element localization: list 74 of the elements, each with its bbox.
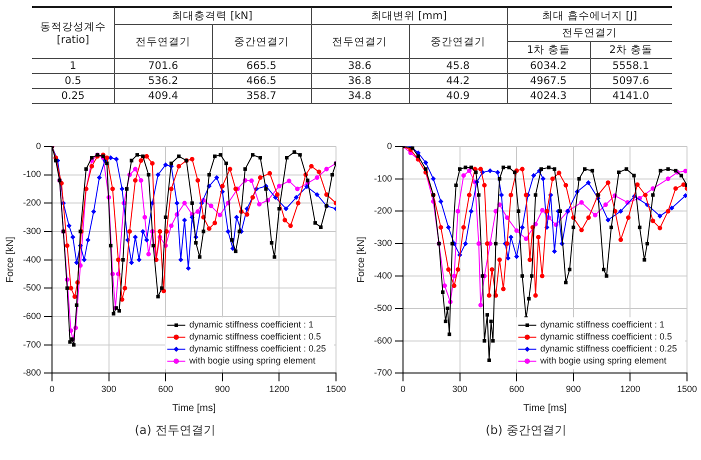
x-tick-label: 600 [158, 384, 174, 394]
x-tick-label: 600 [509, 384, 524, 394]
legend-label: dynamic stiffness coefficient : 0.25 [189, 344, 326, 354]
data-label: 5558.1 [590, 58, 672, 74]
text: (a) 전두연결기 [134, 422, 216, 439]
x-tick-label: 1200 [620, 384, 640, 394]
y-tick-label: -200 [23, 198, 42, 208]
x-tick-label: 900 [566, 384, 581, 394]
data-label: 6034.2 [507, 58, 590, 74]
data-label: 4141.0 [590, 88, 672, 104]
y-axis-title: Force [kN] [4, 236, 16, 283]
data-label: 34.8 [310, 88, 409, 104]
text: (b) 중간연결기 [484, 422, 568, 439]
y-tick-label: -500 [23, 282, 42, 293]
data-label: 5097.6 [590, 74, 672, 88]
y-tick-label: -700 [374, 368, 392, 378]
y-tick-label: -200 [374, 206, 392, 216]
y-tick-label: -700 [23, 339, 42, 350]
x-tick-label: 1차 충돌 [507, 42, 590, 58]
y-axis-title: Force [kN] [356, 236, 367, 283]
y-tick-label: -100 [374, 173, 392, 184]
y-axis-title: 동적강성계수 [ratio] [32, 7, 114, 58]
y-tick-label: -100 [23, 169, 42, 180]
data-label: 701.6 [114, 58, 212, 74]
y-tick-label: 0 [387, 140, 392, 151]
x-tick-label: 1500 [326, 384, 346, 394]
x-tick-label: 900 [214, 384, 230, 394]
data-label: 665.5 [212, 58, 311, 74]
legend-label: with bogie using spring element [539, 356, 667, 366]
y-tick-label: -600 [23, 310, 42, 321]
x-tick-label: 중간연결기 [212, 24, 311, 58]
x-axis-title: Time [ms] [523, 402, 567, 414]
x-tick-label: 1500 [676, 384, 698, 394]
legend-label: dynamic stiffness coefficient : 0.5 [540, 332, 672, 342]
data-label: 4967.5 [507, 74, 590, 88]
data-label: 536.2 [114, 74, 212, 88]
legend-label: dynamic stiffness coefficient : 1 [189, 320, 314, 330]
x-tick-label: 중간연결기 [408, 24, 508, 58]
data-label: 44.2 [408, 74, 508, 88]
y-tick-label: 0 [36, 140, 42, 151]
y-tick-label: -300 [23, 226, 42, 236]
x-tick-label: 0 [50, 384, 55, 394]
legend-label: dynamic stiffness coefficient : 0.5 [189, 332, 322, 342]
data-label: 4024.3 [507, 88, 590, 104]
y-tick-label: -500 [374, 302, 392, 313]
data-label: 45.8 [408, 58, 508, 74]
x-tick-label: 300 [452, 384, 468, 394]
data-label: 409.4 [114, 88, 212, 104]
data-label: 38.6 [310, 58, 409, 74]
x-tick-label: 1200 [269, 384, 290, 394]
text: 최대 흡수에너지 [J] [507, 7, 672, 24]
y-tick-label: 1 [32, 58, 114, 74]
x-tick-label: 전두연결기 [310, 24, 409, 58]
x-tick-label: 전두연결기 [114, 24, 212, 58]
text: 최대충격력 [kN] [114, 7, 311, 24]
x-tick-label: 2차 충돌 [590, 42, 672, 58]
y-tick-label: 0.5 [32, 74, 114, 88]
legend-label: dynamic stiffness coefficient : 1 [540, 320, 664, 330]
text: 최대변위 [mm] [310, 7, 508, 24]
data-label: 40.9 [408, 88, 508, 104]
data-label: 358.7 [212, 88, 311, 104]
data-label: 466.5 [212, 74, 311, 88]
y-tick-label: -600 [374, 335, 392, 346]
legend-label: with bogie using spring element [188, 356, 316, 366]
y-tick-label: -400 [23, 254, 42, 264]
y-tick-label: -300 [374, 238, 392, 248]
x-tick-label: 0 [400, 384, 406, 394]
y-tick-label: 0.25 [32, 88, 114, 104]
x-axis-title: Time [ms] [172, 402, 216, 414]
legend-label: dynamic stiffness coefficient : 0.25 [540, 344, 678, 354]
data-label: 36.8 [310, 74, 409, 88]
y-tick-label: -800 [23, 368, 42, 378]
x-tick-label: 300 [101, 384, 116, 394]
y-tick-label: -400 [374, 270, 392, 280]
